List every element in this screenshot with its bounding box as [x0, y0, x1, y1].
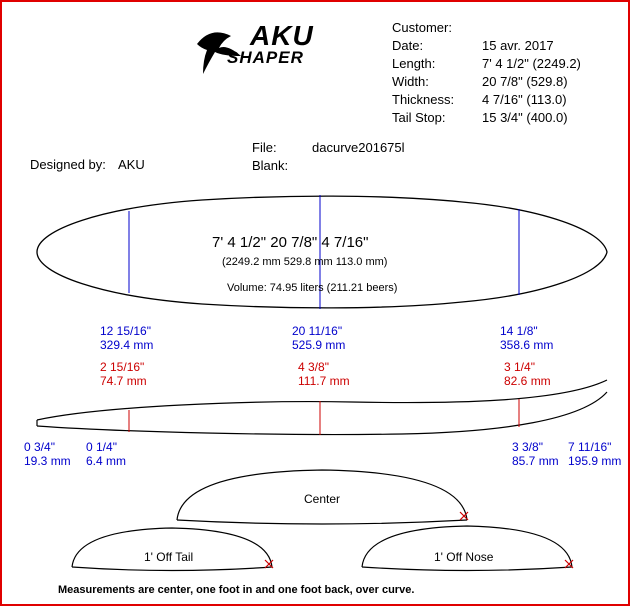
logo-line2: SHAPER	[227, 48, 304, 68]
outline-dims-mm: (2249.2 mm 529.8 mm 113.0 mm)	[222, 256, 387, 268]
outline-dims: 7' 4 1/2" 20 7/8" 4 7/16"	[212, 234, 368, 251]
width-mid-in: 20 11/16"	[292, 324, 342, 338]
outline-volume: Volume: 74.95 liters (211.21 beers)	[227, 282, 397, 294]
footnote: Measurements are center, one foot in and…	[58, 584, 414, 596]
width-mid-mm: 525.9 mm	[292, 338, 345, 352]
width-nose-mm: 358.6 mm	[500, 338, 553, 352]
value-length: 7' 4 1/2" (2249.2)	[482, 56, 581, 71]
label-blank: Blank:	[252, 158, 288, 173]
value-date: 15 avr. 2017	[482, 38, 554, 53]
rocker-nosetop-in: 7 11/16"	[568, 440, 611, 454]
thick-tail-in: 2 15/16"	[100, 360, 144, 374]
value-tailstop: 15 3/4" (400.0)	[482, 110, 568, 125]
value-designed: AKU	[118, 157, 145, 172]
value-thickness: 4 7/16" (113.0)	[482, 92, 567, 107]
thick-tail-mm: 74.7 mm	[100, 374, 147, 388]
rocker-nosebot-mm: 85.7 mm	[512, 454, 559, 468]
label-width: Width:	[392, 74, 429, 89]
thick-nose-mm: 82.6 mm	[504, 374, 551, 388]
label-slice-offnose: 1' Off Nose	[434, 550, 493, 564]
rocker-tailtop-mm: 19.3 mm	[24, 454, 71, 468]
label-date: Date:	[392, 38, 423, 53]
rocker-nosebot-in: 3 3/8"	[512, 440, 543, 454]
value-width: 20 7/8" (529.8)	[482, 74, 568, 89]
width-tail-mm: 329.4 mm	[100, 338, 153, 352]
label-slice-offtail: 1' Off Tail	[144, 550, 193, 564]
outline-profile	[37, 380, 607, 435]
label-file: File:	[252, 140, 277, 155]
rocker-tailbot-in: 0 1/4"	[86, 440, 117, 454]
value-file: dacurve201675l	[312, 140, 405, 155]
label-tailstop: Tail Stop:	[392, 110, 445, 125]
label-thickness: Thickness:	[392, 92, 454, 107]
rocker-nosetop-mm: 195.9 mm	[568, 454, 621, 468]
label-length: Length:	[392, 56, 435, 71]
thick-mid-in: 4 3/8"	[298, 360, 329, 374]
label-designed: Designed by:	[30, 157, 106, 172]
label-slice-center: Center	[304, 492, 340, 506]
thick-nose-in: 3 1/4"	[504, 360, 535, 374]
width-nose-in: 14 1/8"	[500, 324, 538, 338]
width-tail-in: 12 15/16"	[100, 324, 151, 338]
rocker-tailbot-mm: 6.4 mm	[86, 454, 126, 468]
label-customer: Customer:	[392, 20, 452, 35]
thick-mid-mm: 111.7 mm	[298, 374, 350, 388]
rocker-tailtop-in: 0 3/4"	[24, 440, 55, 454]
